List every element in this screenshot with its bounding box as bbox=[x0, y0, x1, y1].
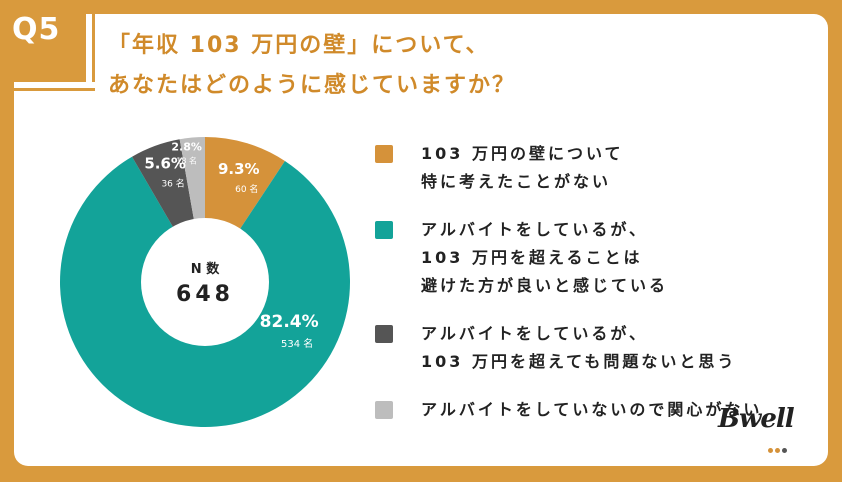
slice-count-label-4: 18 名 bbox=[176, 155, 197, 165]
chart-title: 「年収 103 万円の壁」について、 あなたはどのように感じていますか？ bbox=[108, 26, 768, 106]
legend-label-4-line-1: アルバイトをしていないので関心がない bbox=[421, 400, 763, 419]
legend-label-3-line-2: 103 万円を超えても問題ないと思う bbox=[421, 352, 737, 371]
legend-swatch-4 bbox=[375, 401, 393, 419]
question-number: Q5 bbox=[12, 12, 61, 47]
question-badge: Q5 bbox=[0, 0, 86, 82]
legend-label-3-line-1: アルバイトをしているが、 bbox=[421, 324, 649, 343]
logo-dots bbox=[768, 438, 789, 457]
slice-count-label-1: 60 名 bbox=[235, 183, 258, 195]
title-line-1: 「年収 103 万円の壁」について、 bbox=[108, 33, 490, 58]
legend-swatch-3 bbox=[375, 325, 393, 343]
badge-divider-vertical bbox=[92, 10, 95, 82]
bwell-logo: Bwell bbox=[718, 404, 808, 453]
slice-percent-label-2: 82.4% bbox=[260, 312, 319, 332]
logo-text: Bwell bbox=[718, 404, 795, 434]
legend-swatch-1 bbox=[375, 145, 393, 163]
sample-size-label: N 数 bbox=[191, 261, 220, 277]
title-line-2: あなたはどのように感じていますか？ bbox=[108, 73, 517, 98]
legend: 103 万円の壁について 特に考えたことがないアルバイトをしているが、 103 万円… bbox=[375, 140, 815, 444]
legend-label-2-line-2: 103 万円を超えることは bbox=[421, 248, 643, 267]
legend-label-2-line-1: アルバイトをしているが、 bbox=[421, 220, 649, 239]
sample-size-value: 648 bbox=[176, 282, 234, 307]
slice-percent-label-4: 2.8% bbox=[171, 140, 202, 153]
legend-label-1-line-2: 特に考えたことがない bbox=[421, 172, 612, 191]
donut-hole bbox=[141, 218, 269, 346]
legend-label-1-line-1: 103 万円の壁について bbox=[421, 144, 624, 163]
legend-item-3: アルバイトをしているが、 103 万円を超えても問題ないと思う bbox=[375, 320, 815, 376]
legend-item-1: 103 万円の壁について 特に考えたことがない bbox=[375, 140, 815, 196]
badge-divider-horizontal bbox=[10, 88, 95, 91]
slice-count-label-3: 36 名 bbox=[161, 178, 184, 190]
legend-swatch-2 bbox=[375, 221, 393, 239]
slice-labels: 9.3% 60 名 82.4% 534 名 5.6% 36 名 2.8% 18 名 bbox=[144, 140, 318, 350]
legend-item-4: アルバイトをしていないので関心がない bbox=[375, 396, 815, 424]
slice-percent-label-3: 5.6% bbox=[144, 155, 186, 173]
legend-label-2-line-3: 避けた方が良いと感じている bbox=[421, 276, 669, 295]
legend-item-2: アルバイトをしているが、 103 万円を超えることは避けた方が良いと感じている bbox=[375, 216, 815, 300]
slice-percent-label-1: 9.3% bbox=[218, 160, 260, 178]
slice-count-label-2: 534 名 bbox=[281, 337, 313, 350]
